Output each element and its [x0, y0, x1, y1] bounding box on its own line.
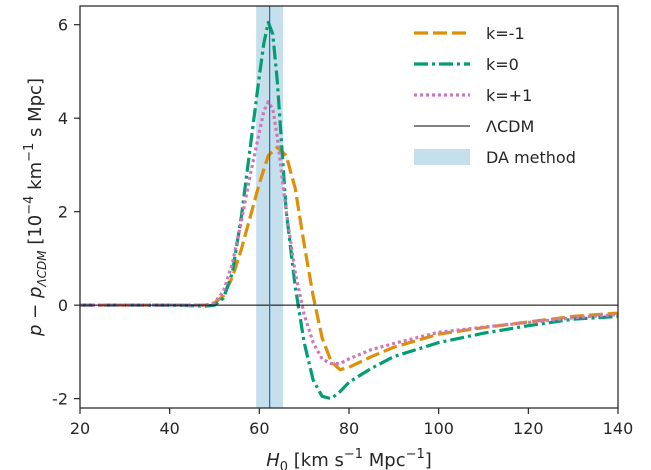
y-tick-label: 2: [58, 203, 68, 222]
x-tick-label: 20: [70, 419, 90, 438]
legend-label: k=+1: [486, 86, 532, 105]
legend-swatch: [414, 149, 470, 165]
x-tick-label: 100: [423, 419, 454, 438]
legend-label: k=-1: [486, 24, 525, 43]
y-axis-label: p − pΛCDM [10−4 km−1 s Mpc]: [22, 78, 49, 337]
x-tick-label: 40: [159, 419, 179, 438]
series-line-2: [80, 20, 618, 401]
legend-label: ΛCDM: [486, 117, 534, 136]
x-tick-label: 80: [339, 419, 359, 438]
x-tick-label: 60: [249, 419, 269, 438]
x-tick-label: 120: [513, 419, 544, 438]
legend: k=-1 k=0 k=+1 ΛCDM DA method: [414, 24, 576, 167]
legend-label: k=0: [486, 55, 519, 74]
series-line-1: [80, 145, 618, 372]
series-line-3: [80, 100, 618, 366]
y-tick-label: -2: [52, 390, 68, 409]
y-tick-label: 4: [58, 109, 68, 128]
y-tick-label: 0: [58, 296, 68, 315]
plot-frame: [79, 5, 619, 409]
x-tick-label: 140: [603, 419, 634, 438]
legend-label: DA method: [486, 148, 576, 167]
x-axis-label: H0 [km s−1 Mpc−1]: [266, 447, 432, 470]
y-tick-label: 6: [58, 16, 68, 35]
